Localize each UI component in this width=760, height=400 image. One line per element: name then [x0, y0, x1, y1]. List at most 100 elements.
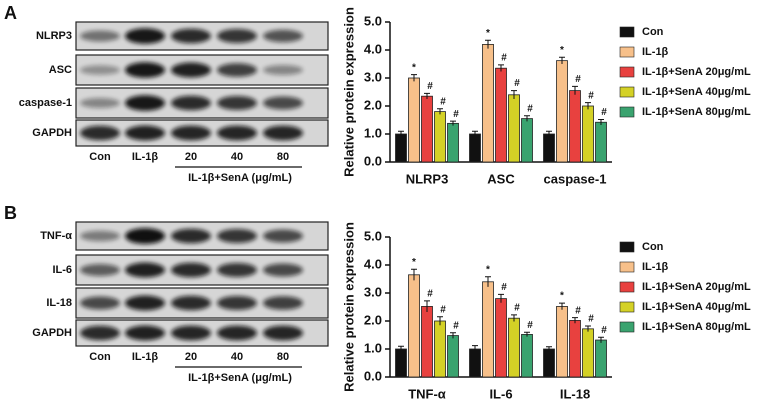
y-tick-label: 0.0 [364, 368, 382, 383]
significance-mark: * [412, 257, 416, 268]
error-bar [559, 56, 565, 64]
blot-band [263, 325, 303, 341]
bar [569, 90, 581, 163]
panel-label: B [4, 203, 17, 223]
blot-band [263, 296, 303, 310]
bar [521, 118, 533, 163]
bar [508, 94, 520, 163]
legend-swatch [619, 241, 635, 253]
blot-band [263, 29, 303, 43]
significance-mark: # [501, 282, 507, 293]
error-bar [485, 39, 491, 49]
lane-label: 20 [185, 151, 197, 163]
y-tick-label: 1.0 [364, 340, 382, 355]
y-tick-label: 0.0 [364, 153, 382, 168]
blot-band [125, 95, 165, 111]
group-label: IL-1β+SenA (μg/mL) [188, 172, 292, 184]
blot-band [125, 262, 165, 278]
bar [521, 334, 533, 378]
blot-band [80, 98, 120, 108]
significance-mark: * [560, 45, 564, 56]
significance-mark: # [453, 320, 459, 331]
error-bar [498, 293, 504, 303]
legend-label: IL-1β+SenA 20μg/mL [642, 281, 751, 293]
lane-label: Con [89, 151, 111, 163]
legend-label: IL-1β [642, 46, 669, 58]
error-bar [524, 115, 530, 122]
bar [508, 317, 520, 378]
bar [482, 281, 494, 378]
blot-band [217, 125, 257, 141]
error-bar [450, 120, 456, 126]
significance-mark: * [486, 28, 490, 39]
bar [408, 274, 420, 378]
error-bar [559, 302, 565, 310]
legend-swatch [619, 321, 635, 333]
blot-row-label: GAPDH [32, 327, 72, 339]
bar [543, 133, 555, 163]
error-bar [511, 90, 517, 99]
y-tick-label: 2.0 [364, 312, 382, 327]
error-bar [472, 345, 478, 353]
legend-label: Con [642, 241, 664, 253]
lane-label: 80 [277, 151, 289, 163]
blot-row-label: IL-6 [52, 264, 72, 276]
bar [434, 111, 446, 163]
blot-band [171, 125, 211, 141]
significance-mark: * [486, 264, 490, 275]
blot-band [125, 125, 165, 141]
blot-band [125, 228, 165, 244]
x-tick-label: NLRP3 [406, 171, 449, 186]
blot-band [171, 325, 211, 341]
legend-label: Con [642, 26, 664, 38]
blot-band [125, 295, 165, 311]
significance-mark: # [601, 107, 607, 118]
significance-mark: # [427, 81, 433, 92]
significance-mark: * [560, 291, 564, 302]
blot-row-label: NLRP3 [36, 30, 72, 42]
significance-mark: # [453, 109, 459, 120]
error-bar [498, 64, 504, 72]
blot-band [80, 325, 120, 341]
blot-band [171, 95, 211, 111]
legend-label: IL-1β [642, 261, 669, 273]
lane-label: 80 [277, 351, 289, 363]
error-bar [450, 332, 456, 339]
bar [595, 121, 607, 163]
legend-label: IL-1β+SenA 40μg/mL [642, 301, 751, 313]
lane-label: IL-1β [132, 151, 159, 163]
blot-band [217, 263, 257, 277]
significance-mark: # [527, 320, 533, 331]
significance-mark: # [440, 96, 446, 107]
error-bar [437, 108, 443, 115]
significance-mark: # [440, 304, 446, 315]
significance-mark: # [527, 103, 533, 114]
error-bar [524, 331, 530, 337]
error-bar [437, 316, 443, 326]
blot-row-label: GAPDH [32, 127, 72, 139]
blot-row-label: TNF-α [40, 230, 72, 242]
error-bar [485, 276, 491, 287]
bar [447, 335, 459, 378]
lane-label: 40 [231, 151, 243, 163]
blot-band [80, 65, 120, 75]
y-tick-label: 3.0 [364, 284, 382, 299]
bar [582, 328, 594, 378]
y-axis-label: Relative protein expression [341, 222, 356, 392]
bar [582, 105, 594, 163]
bar [495, 67, 507, 163]
bar [543, 348, 555, 378]
bar [434, 320, 446, 378]
significance-mark: # [514, 78, 520, 89]
y-axis-label: Relative protein expression [341, 7, 356, 177]
legend-swatch [619, 86, 635, 98]
x-tick-label: caspase-1 [544, 171, 607, 186]
error-bar [572, 85, 578, 95]
panel-label: A [4, 3, 17, 23]
bar [469, 348, 481, 378]
significance-mark: # [601, 325, 607, 336]
error-bar [411, 74, 417, 82]
bar [556, 306, 568, 378]
error-bar [546, 346, 552, 352]
